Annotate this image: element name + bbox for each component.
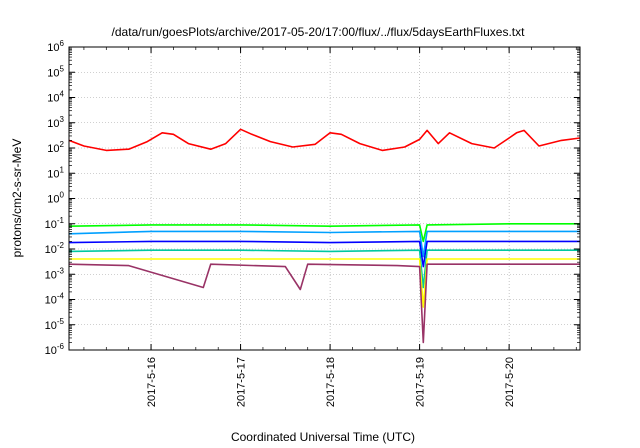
ticks — [69, 46, 580, 351]
x-tick-label: 2017-5-18 — [325, 357, 337, 407]
series-line-7 — [68, 263, 580, 344]
x-tick-labels: 2017-5-16 2017-5-17 2017-5-18 2017-5-19 2017… — [146, 357, 516, 407]
y-axis-label: protons/cm2-s-sr-MeV — [10, 139, 24, 258]
y-tick-label: 105 — [47, 64, 64, 79]
x-axis-label: Coordinated Universal Time (UTC) — [231, 430, 415, 444]
x-tick-label: 2017-5-17 — [236, 357, 248, 407]
x-tick-label: 2017-5-19 — [415, 357, 427, 407]
y-tick-label: 10-6 — [45, 342, 65, 357]
series-line-1 — [68, 128, 581, 152]
y-tick-label: 10-1 — [45, 216, 65, 231]
y-tick-label: 10-4 — [45, 292, 65, 307]
y-tick-label: 106 — [47, 39, 64, 54]
x-tick-label: 2017-5-16 — [146, 357, 158, 407]
y-tick-labels: 10-6 10-5 10-4 10-3 10-2 10-1 100 101 102 103 104 1… — [45, 39, 65, 357]
series-line-4 — [68, 240, 580, 268]
y-tick-label: 10-3 — [45, 266, 65, 281]
y-tick-label: 10-5 — [45, 317, 65, 332]
grid-lines — [69, 47, 580, 350]
series-line-5 — [68, 249, 580, 289]
y-tick-label: 10-2 — [45, 241, 65, 256]
series-group — [68, 128, 581, 344]
series-line-6 — [69, 258, 580, 308]
y-tick-label: 104 — [47, 90, 64, 105]
series-line-3 — [68, 230, 580, 258]
series-line-2 — [68, 223, 580, 243]
y-tick-label: 102 — [47, 140, 64, 155]
chart-title: /data/run/goesPlots/archive/2017-05-20/1… — [112, 25, 526, 39]
y-tick-label: 103 — [47, 115, 64, 130]
y-tick-label: 100 — [47, 191, 64, 206]
y-tick-label: 101 — [47, 165, 64, 180]
x-tick-label: 2017-5-20 — [504, 357, 516, 407]
